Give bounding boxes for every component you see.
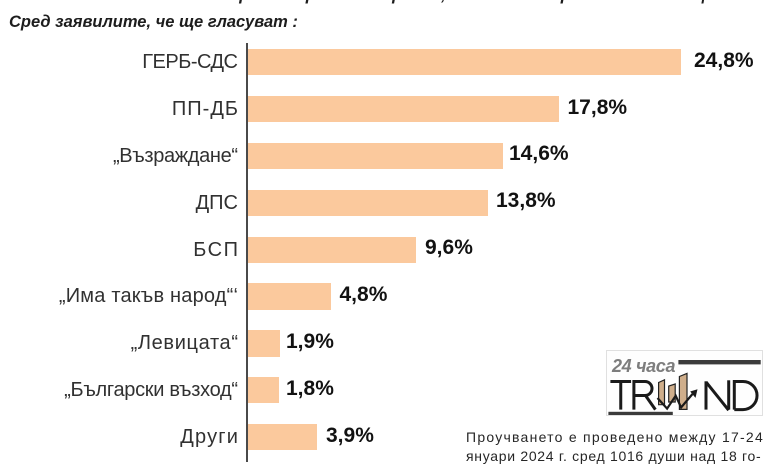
svg-text:24 часа: 24 часа xyxy=(611,356,675,376)
